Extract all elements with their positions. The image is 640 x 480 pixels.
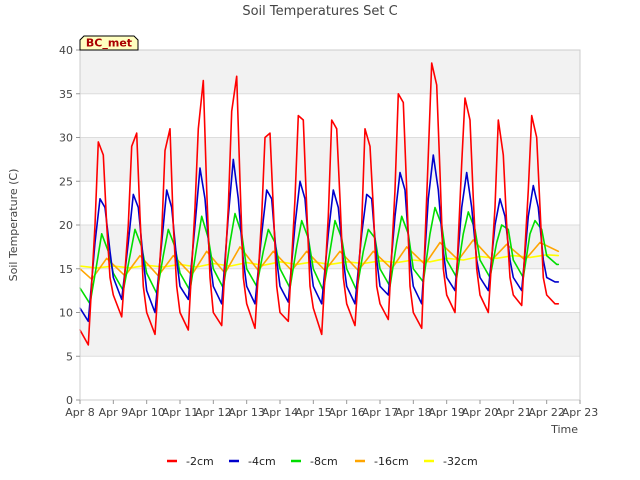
band-1 [80, 312, 580, 357]
x-tick-label: Apr 15 [295, 406, 332, 419]
x-tick-label: Apr 17 [362, 406, 399, 419]
site-badge-label: BC_met [86, 37, 132, 50]
x-tick-label: Apr 16 [328, 406, 365, 419]
series-line-2cmcm [79, 62, 560, 346]
legend-label: -2cm [186, 455, 214, 468]
x-tick-label: Apr 19 [428, 406, 465, 419]
x-tick-label: Apr 23 [562, 406, 599, 419]
y-tick-label: 30 [59, 132, 73, 145]
x-tick-label: Apr 13 [228, 406, 265, 419]
x-tick-label: Apr 9 [99, 406, 129, 419]
x-tick-label: Apr 14 [262, 406, 299, 419]
chart-title: Soil Temperatures Set C [242, 4, 397, 19]
legend-label: -8cm [310, 455, 338, 468]
x-tick-label: Apr 11 [162, 406, 199, 419]
y-axis-ticks: 0 5 10 15 20 25 30 35 40 [59, 44, 80, 407]
series-line-16cmcm [79, 239, 560, 281]
x-tick-label: Apr 20 [462, 406, 499, 419]
y-tick-label: 40 [59, 44, 73, 57]
y-tick-label: 0 [66, 394, 73, 407]
y-tick-label: 15 [59, 263, 73, 276]
band-7 [80, 50, 580, 94]
legend-label: -4cm [248, 455, 276, 468]
x-tick-label: Apr 10 [128, 406, 165, 419]
band-0 [80, 356, 580, 400]
x-tick-label: Apr 21 [495, 406, 532, 419]
series-layer [79, 62, 560, 346]
x-tick-label: Apr 8 [65, 406, 95, 419]
x-tick-label: Apr 22 [528, 406, 565, 419]
series-line-4cmcm [79, 154, 560, 323]
series-line-32cmcm [79, 254, 560, 269]
band-6 [80, 93, 580, 138]
band-2 [80, 268, 580, 313]
legend-label: -16cm [374, 455, 409, 468]
legend: -2cm -4cm -8cm -16cm -32cm [167, 455, 478, 468]
site-badge: BC_met [79, 35, 139, 51]
y-tick-label: 20 [59, 219, 73, 232]
x-tick-label: Apr 12 [195, 406, 232, 419]
x-tick-label: Apr 18 [395, 406, 432, 419]
y-tick-label: 10 [59, 307, 73, 320]
y-axis-label: Soil Temperature (C) [7, 169, 20, 282]
y-tick-label: 35 [59, 88, 73, 101]
legend-label: -32cm [443, 455, 478, 468]
x-axis-label: Time [550, 423, 578, 436]
y-tick-label: 5 [66, 350, 73, 363]
y-tick-label: 25 [59, 175, 73, 188]
